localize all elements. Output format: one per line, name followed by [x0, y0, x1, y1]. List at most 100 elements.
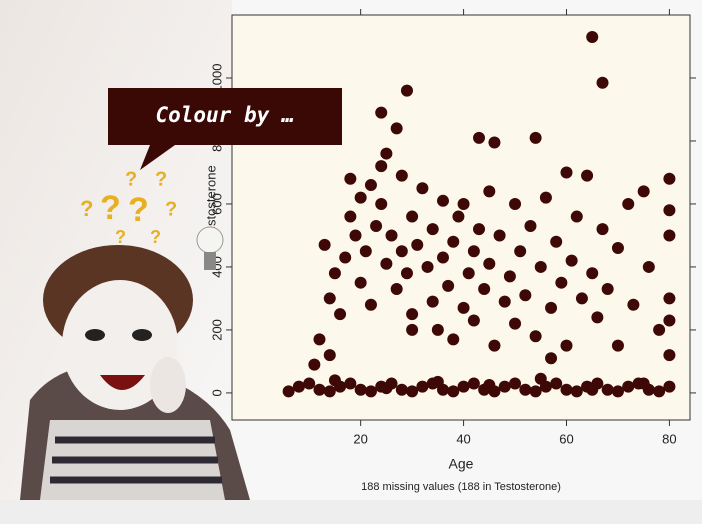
svg-text:?: ? — [165, 198, 177, 220]
point — [354, 383, 367, 396]
point — [416, 380, 429, 393]
point — [509, 377, 522, 390]
question-marks: ? ? ? ? ? ? ? ? — [80, 168, 177, 246]
point — [375, 197, 388, 210]
point — [282, 385, 295, 398]
point — [303, 377, 316, 390]
svg-text:?: ? — [100, 189, 121, 227]
point — [313, 383, 326, 396]
point — [426, 223, 439, 236]
x-axis-label: Age — [449, 456, 474, 472]
point — [411, 238, 424, 251]
y-tick-label: 200 — [209, 319, 224, 341]
point — [488, 339, 501, 352]
point — [493, 229, 506, 242]
point — [457, 301, 470, 314]
point — [663, 314, 676, 327]
point — [575, 292, 588, 305]
point — [503, 270, 516, 283]
point — [308, 358, 321, 371]
point — [323, 349, 336, 362]
x-tick-label: 60 — [559, 431, 573, 446]
point — [436, 251, 449, 264]
point — [431, 323, 444, 336]
x-tick-label: 40 — [456, 431, 470, 446]
light-bulb — [196, 226, 224, 270]
point — [339, 251, 352, 264]
point — [364, 385, 377, 398]
point — [390, 122, 403, 135]
point — [328, 267, 341, 280]
point — [380, 147, 393, 160]
svg-text:?: ? — [155, 168, 167, 190]
point — [663, 204, 676, 217]
point — [663, 172, 676, 185]
point — [447, 333, 460, 346]
point — [395, 169, 408, 182]
svg-text:?: ? — [150, 227, 161, 247]
point — [344, 377, 357, 390]
x-tick-label: 20 — [353, 431, 367, 446]
point — [334, 308, 347, 321]
point — [380, 257, 393, 270]
svg-text:?: ? — [125, 168, 137, 190]
point — [560, 339, 573, 352]
point — [622, 380, 635, 393]
callout-text: Colour by … — [155, 103, 294, 127]
point — [467, 314, 480, 327]
point — [390, 282, 403, 295]
y-axis-label: Testosterone — [203, 165, 218, 239]
point — [570, 210, 583, 223]
footer-band — [0, 500, 702, 524]
point — [545, 301, 558, 314]
point — [416, 182, 429, 195]
point — [663, 292, 676, 305]
point — [421, 260, 434, 273]
point — [467, 377, 480, 390]
point — [318, 238, 331, 251]
point — [349, 229, 362, 242]
point — [467, 245, 480, 258]
point — [457, 197, 470, 210]
point — [550, 377, 563, 390]
point — [447, 385, 460, 398]
point — [328, 374, 341, 387]
point — [395, 383, 408, 396]
point — [442, 279, 455, 292]
point — [534, 260, 547, 273]
point — [406, 323, 419, 336]
point — [586, 31, 599, 44]
mime — [20, 245, 250, 500]
point — [354, 191, 367, 204]
point — [426, 295, 439, 308]
point — [550, 235, 563, 248]
point — [452, 210, 465, 223]
point — [354, 276, 367, 289]
point — [627, 298, 640, 311]
point — [359, 245, 372, 258]
point — [565, 254, 578, 267]
callout: Colour by … — [108, 88, 342, 170]
point — [529, 131, 542, 144]
point — [473, 131, 486, 144]
point — [529, 330, 542, 343]
point — [431, 375, 444, 388]
svg-text:?: ? — [80, 196, 93, 221]
point — [560, 166, 573, 179]
point — [400, 84, 413, 97]
point — [663, 380, 676, 393]
point — [581, 169, 594, 182]
point — [637, 185, 650, 198]
point — [498, 295, 511, 308]
point — [406, 308, 419, 321]
point — [586, 383, 599, 396]
point — [375, 160, 388, 173]
point — [400, 267, 413, 280]
point — [560, 383, 573, 396]
y-tick-label: 1000 — [209, 64, 224, 93]
point — [601, 383, 614, 396]
plot: 2040608002004006008001000Age188 missing … — [203, 9, 696, 493]
point — [591, 311, 604, 324]
point — [524, 220, 537, 233]
